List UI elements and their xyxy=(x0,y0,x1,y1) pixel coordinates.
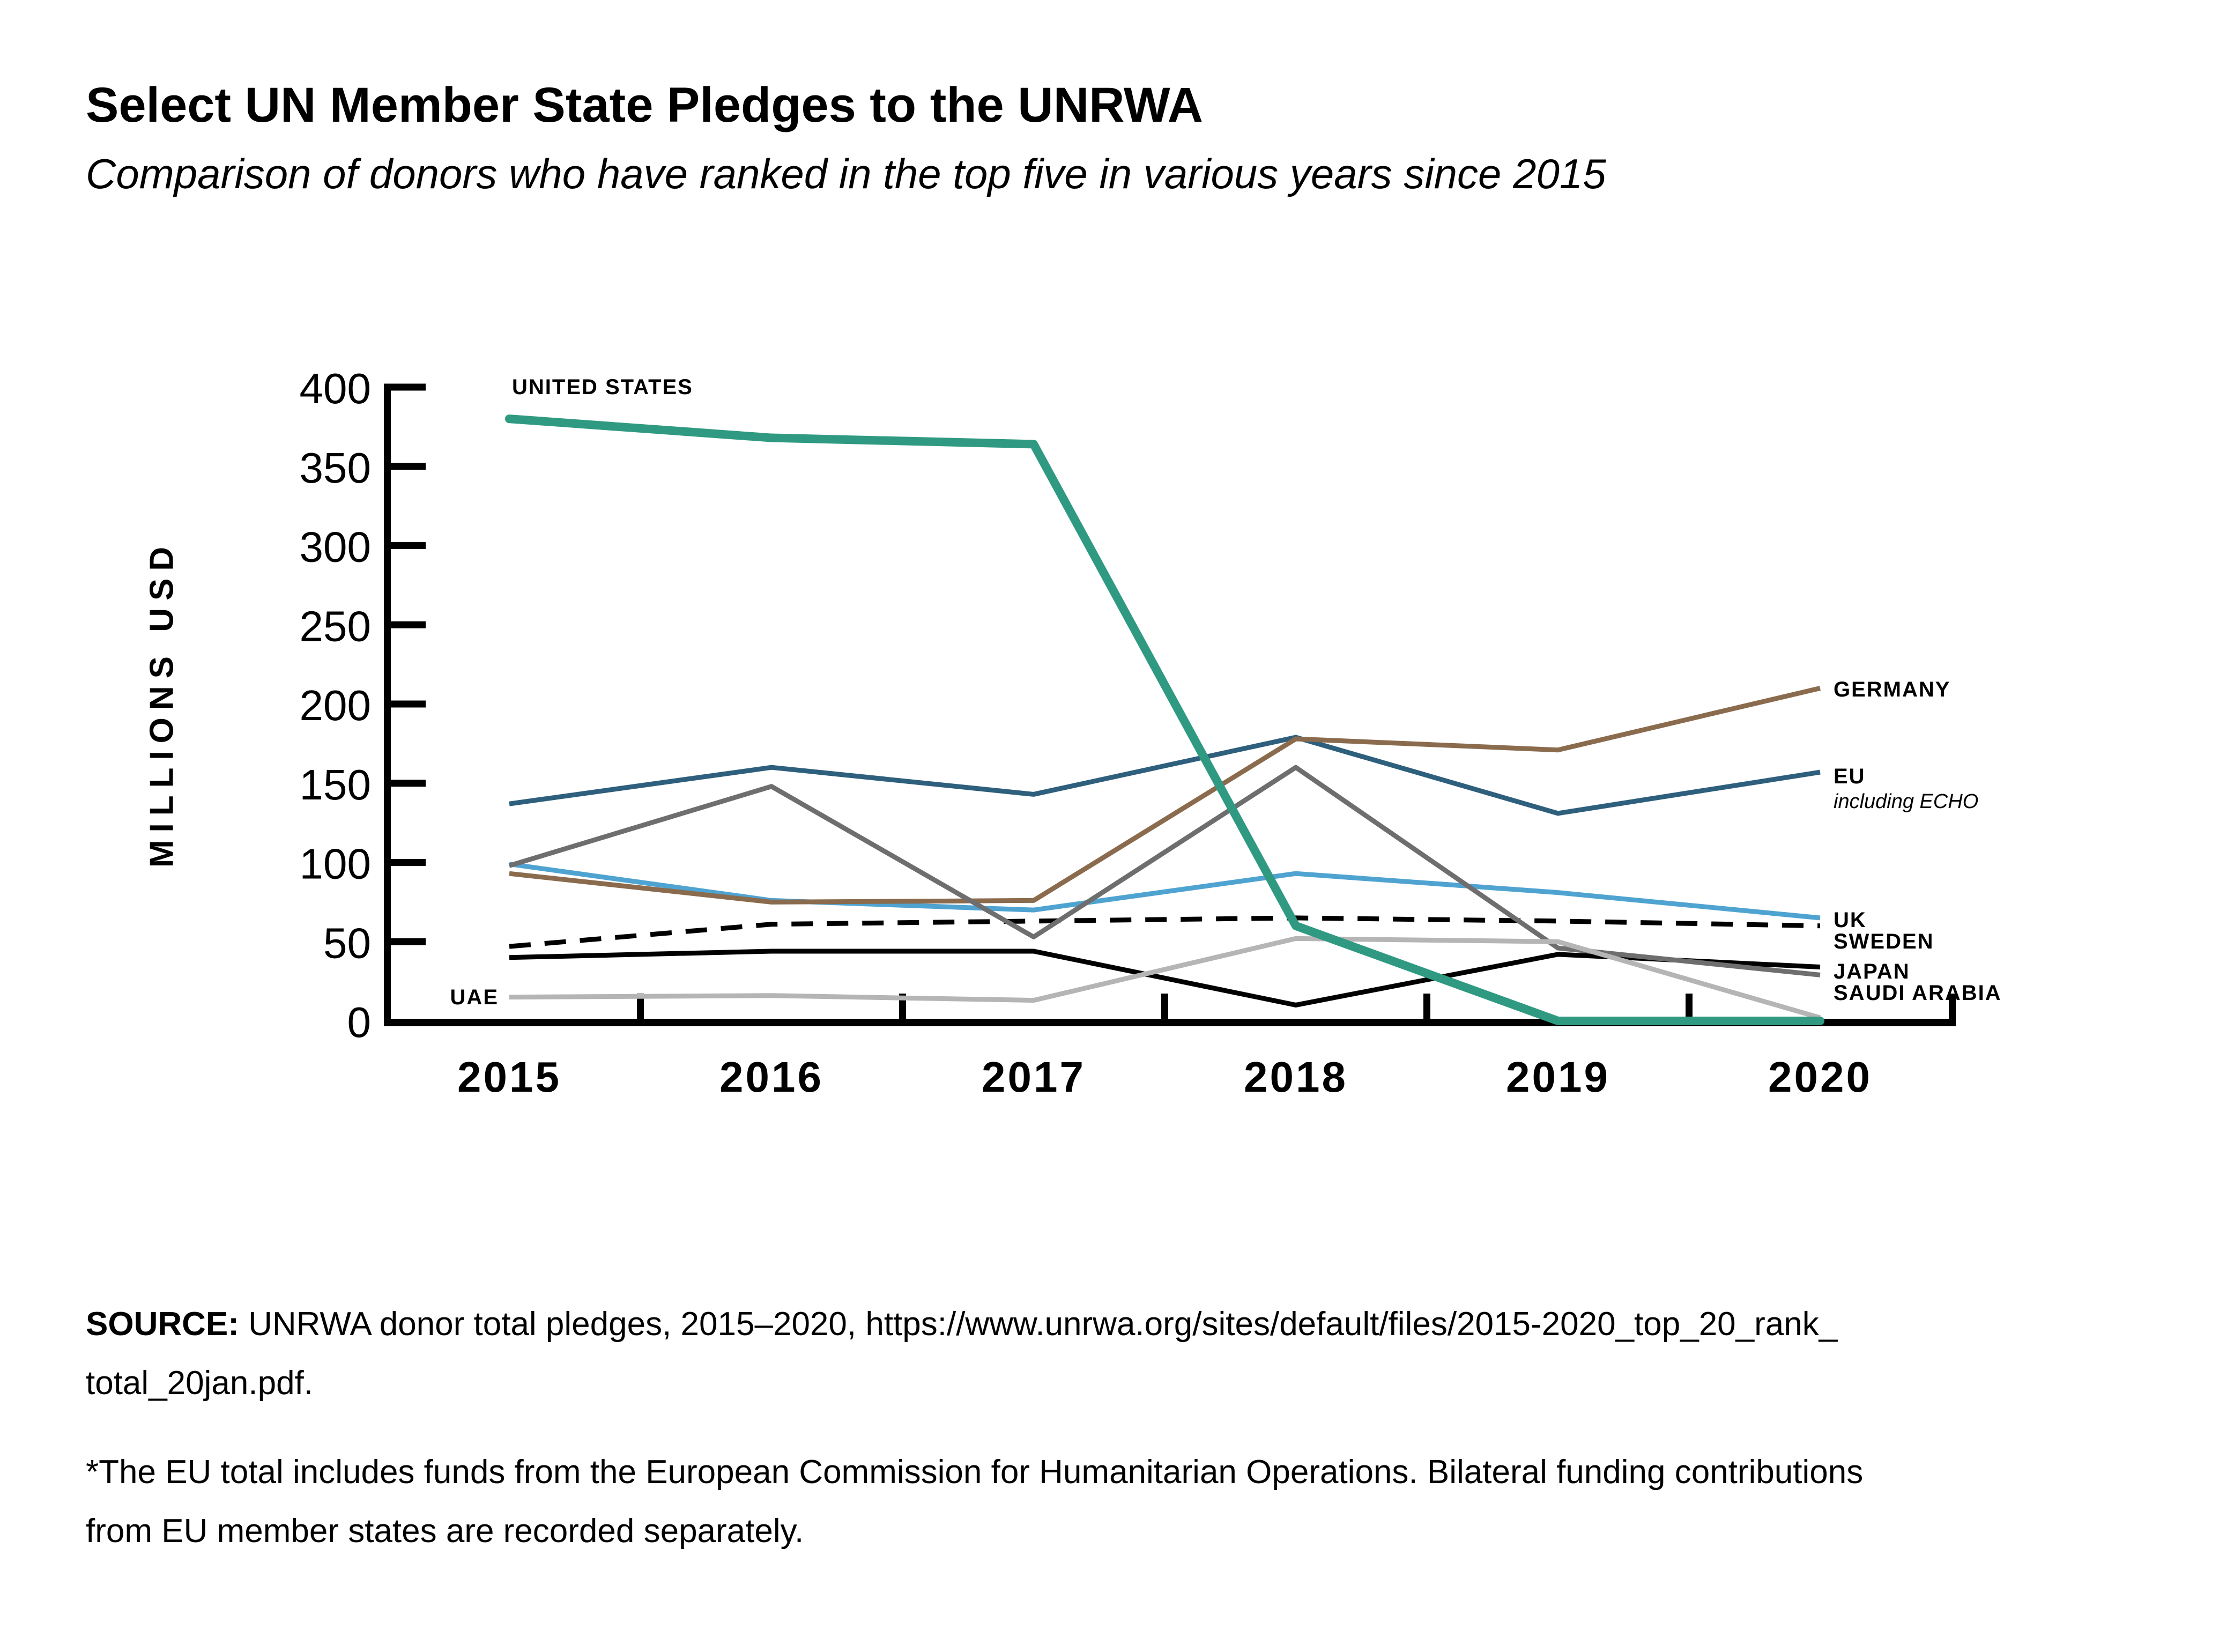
page-title: Select UN Member State Pledges to the UN… xyxy=(86,78,1204,132)
x-year-label: 2016 xyxy=(719,1053,823,1101)
series-line-germany xyxy=(509,686,1821,905)
series-label-saudi-arabia: SAUDI ARABIA xyxy=(1834,981,2002,1005)
x-axis-minor-tick xyxy=(637,994,644,1019)
series-sublabel-eu-echo: including ECHO xyxy=(1834,790,1979,813)
series-label-sweden: SWEDEN xyxy=(1834,930,1934,953)
series-line-eu xyxy=(509,735,1821,816)
x-axis-end-tick xyxy=(1949,994,1956,1019)
x-axis-minor-tick xyxy=(1161,994,1168,1019)
series-label-japan: JAPAN xyxy=(1834,960,1910,983)
y-axis-tick xyxy=(384,463,426,470)
y-axis-tick xyxy=(384,700,426,708)
y-axis-tick xyxy=(384,383,426,391)
y-tick-label: 200 xyxy=(300,681,371,729)
series-label-uk: UK xyxy=(1834,908,1867,932)
series-line-saudi-arabia xyxy=(508,765,1821,977)
y-axis-tick xyxy=(384,859,426,866)
footnote-line-1: *The EU total includes funds from the Eu… xyxy=(86,1454,1864,1491)
source-line-1: SOURCE: UNRWA donor total pledges, 2015–… xyxy=(86,1306,1837,1343)
source-line-2: total_20jan.pdf. xyxy=(86,1365,314,1402)
y-axis-title: MILLIONS USD xyxy=(143,539,181,868)
y-axis-tick xyxy=(384,542,426,549)
y-tick-label: 400 xyxy=(300,365,371,412)
x-year-label: 2017 xyxy=(982,1053,1086,1101)
x-year-label: 2018 xyxy=(1244,1053,1348,1101)
x-axis-minor-tick xyxy=(1686,994,1693,1019)
y-axis-tick xyxy=(384,938,426,945)
source-text: UNRWA donor total pledges, 2015–2020, ht… xyxy=(239,1306,1838,1343)
footnote-line-2: from EU member states are recorded separ… xyxy=(86,1513,804,1550)
y-tick-label: 350 xyxy=(300,444,371,492)
x-year-label: 2020 xyxy=(1768,1053,1872,1101)
series-label-united-states: UNITED STATES xyxy=(512,375,693,399)
y-tick-label: 100 xyxy=(300,840,371,888)
y-tick-label: 150 xyxy=(300,761,371,809)
series-line-sweden xyxy=(509,915,1821,949)
series-line-united-states xyxy=(505,414,1824,1025)
y-tick-label: 50 xyxy=(323,919,371,967)
y-tick-label: 250 xyxy=(300,602,371,650)
source-label: SOURCE: xyxy=(86,1306,239,1343)
page-subtitle: Comparison of donors who have ranked in … xyxy=(86,150,1606,197)
series-line-uk xyxy=(509,861,1821,921)
series-label-germany: GERMANY xyxy=(1834,678,1951,701)
series-line-uae xyxy=(509,936,1821,1020)
y-tick-label: 0 xyxy=(347,998,372,1046)
y-axis-tick xyxy=(384,621,426,628)
series-label-eu: EU xyxy=(1834,765,1866,788)
x-year-label: 2015 xyxy=(457,1053,561,1101)
series-label-uae: UAE xyxy=(450,986,499,1009)
x-year-label: 2019 xyxy=(1506,1053,1610,1101)
y-axis-tick xyxy=(384,780,426,787)
x-axis-minor-tick xyxy=(1423,994,1430,1019)
y-tick-label: 300 xyxy=(300,523,371,571)
